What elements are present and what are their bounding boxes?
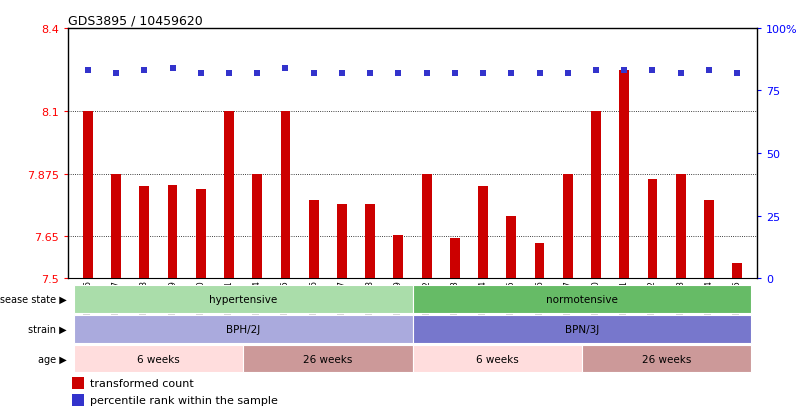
Text: transformed count: transformed count [91, 378, 194, 388]
Point [562, 71, 574, 77]
Bar [167, 185, 178, 278]
Point [364, 71, 376, 77]
Bar [111, 174, 121, 278]
Bar [139, 187, 149, 278]
Point [533, 71, 546, 77]
Bar [308, 201, 319, 278]
Bar [244, 345, 413, 373]
Bar [252, 174, 262, 278]
Bar [195, 190, 206, 278]
Bar [74, 345, 244, 373]
Point [223, 71, 235, 77]
Text: normotensive: normotensive [546, 294, 618, 304]
Text: 26 weeks: 26 weeks [642, 354, 691, 364]
Bar [450, 238, 460, 278]
Text: 6 weeks: 6 weeks [476, 354, 518, 364]
Point [618, 68, 630, 75]
Bar [732, 263, 742, 278]
Point [279, 66, 292, 72]
Text: BPH/2J: BPH/2J [226, 324, 260, 334]
Point [138, 68, 151, 75]
Point [392, 71, 405, 77]
Point [336, 71, 348, 77]
Text: disease state ▶: disease state ▶ [0, 294, 66, 304]
Point [166, 66, 179, 72]
Point [110, 71, 123, 77]
Text: GDS3895 / 10459620: GDS3895 / 10459620 [68, 15, 203, 28]
Point [674, 71, 687, 77]
Bar [421, 174, 432, 278]
Text: age ▶: age ▶ [38, 354, 66, 364]
Point [590, 68, 602, 75]
Bar [74, 316, 413, 343]
Bar [83, 112, 93, 278]
Point [308, 71, 320, 77]
Point [195, 71, 207, 77]
Bar [413, 316, 751, 343]
Point [702, 68, 715, 75]
Bar [478, 187, 488, 278]
Text: strain ▶: strain ▶ [28, 324, 66, 334]
Bar [591, 112, 601, 278]
Bar [224, 112, 234, 278]
Point [82, 68, 95, 75]
Bar [676, 174, 686, 278]
Bar [413, 345, 582, 373]
Text: BPN/3J: BPN/3J [565, 324, 599, 334]
Bar [71, 377, 83, 389]
Text: 26 weeks: 26 weeks [303, 354, 352, 364]
Bar [534, 244, 545, 278]
Bar [393, 235, 404, 278]
Bar [647, 180, 658, 278]
Bar [619, 71, 630, 278]
Point [646, 68, 659, 75]
Point [505, 71, 517, 77]
Bar [563, 174, 573, 278]
Bar [582, 345, 751, 373]
Text: percentile rank within the sample: percentile rank within the sample [91, 395, 279, 405]
Bar [71, 394, 83, 406]
Bar [365, 205, 375, 278]
Bar [74, 286, 413, 313]
Point [449, 71, 461, 77]
Bar [337, 205, 347, 278]
Point [731, 71, 743, 77]
Bar [704, 201, 714, 278]
Text: hypertensive: hypertensive [209, 294, 277, 304]
Point [251, 71, 264, 77]
Point [477, 71, 489, 77]
Point [421, 71, 433, 77]
Bar [280, 112, 291, 278]
Bar [506, 216, 517, 278]
Text: 6 weeks: 6 weeks [137, 354, 179, 364]
Bar [413, 286, 751, 313]
